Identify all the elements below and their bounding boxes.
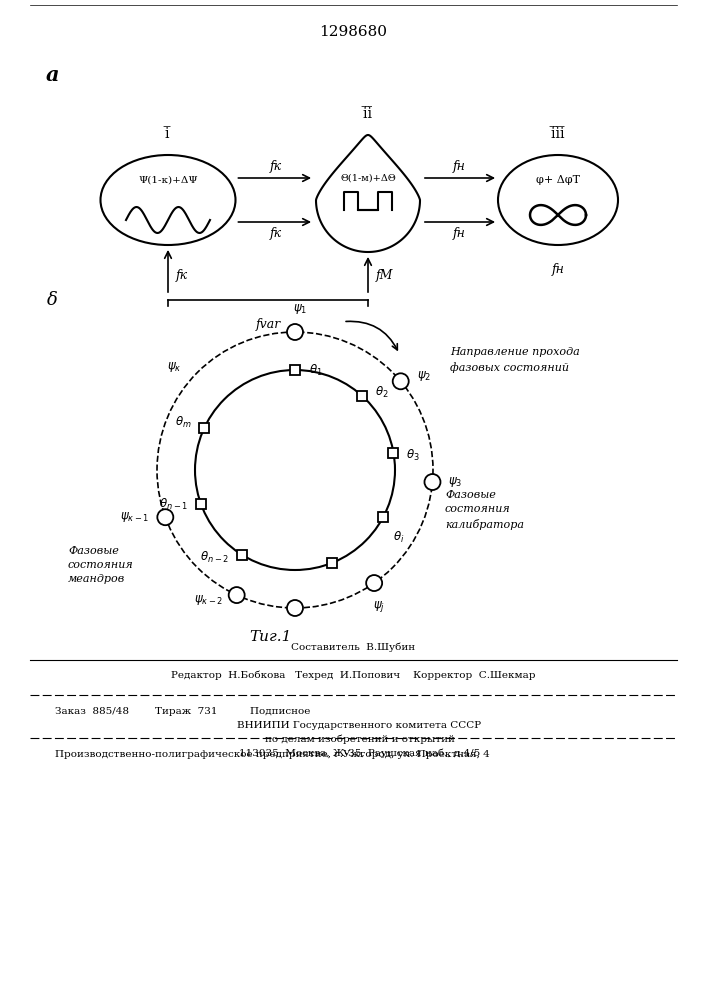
FancyBboxPatch shape [237,550,247,560]
Text: 113035, Москва, Ж-35, Раушская наб., д.4/5: 113035, Москва, Ж-35, Раушская наб., д.4… [226,749,480,758]
Text: fvar: fvar [255,318,281,331]
Text: $\psi_j$: $\psi_j$ [373,599,385,614]
Text: Фазовые
состояния
калибратора: Фазовые состояния калибратора [445,490,524,530]
Text: 1298680: 1298680 [319,25,387,39]
Text: φ+ ΔφΤ: φ+ ΔφΤ [536,175,580,185]
FancyBboxPatch shape [378,512,388,522]
Text: a: a [45,65,59,85]
Text: Τиг.1: Τиг.1 [249,630,291,644]
FancyBboxPatch shape [357,391,367,401]
Text: fк: fк [269,160,282,173]
Circle shape [158,509,173,525]
Circle shape [228,587,245,603]
FancyBboxPatch shape [327,558,337,568]
Text: $\theta_1$: $\theta_1$ [309,362,322,378]
Text: Фазовые
состояния
меандров: Фазовые состояния меандров [68,546,134,584]
Text: fн: fн [551,263,564,276]
Text: Θ(1-м)+ΔΘ: Θ(1-м)+ΔΘ [340,174,396,182]
Text: fк: fк [269,227,282,240]
Circle shape [392,373,409,389]
Text: Направление прохода
фазовых состояний: Направление прохода фазовых состояний [450,347,580,373]
Text: Составитель  В.Шубин: Составитель В.Шубин [291,643,415,652]
Circle shape [366,575,382,591]
Text: i̅i̅i̅: i̅i̅i̅ [551,127,565,141]
Text: Ψ(1-к)+ΔΨ: Ψ(1-к)+ΔΨ [138,176,198,184]
Text: fн: fн [452,160,465,173]
Text: ВНИИПИ Государственного комитета СССР: ВНИИПИ Государственного комитета СССР [224,721,481,730]
Text: δ: δ [47,291,57,309]
Text: $\psi_{\kappa-2}$: $\psi_{\kappa-2}$ [194,593,223,607]
Text: Производственно-полиграфическое предприятие, г.Ужгород, ул. Проектная, 4: Производственно-полиграфическое предприя… [55,750,490,759]
Text: $\theta_3$: $\theta_3$ [407,448,420,463]
Circle shape [287,600,303,616]
FancyBboxPatch shape [388,448,399,458]
Text: fн: fн [452,227,465,240]
Circle shape [424,474,440,490]
Text: i̅: i̅ [165,127,170,141]
FancyBboxPatch shape [199,423,209,433]
Text: $\psi_\kappa$: $\psi_\kappa$ [167,360,182,374]
Text: fк: fк [176,268,188,282]
Text: $\psi_3$: $\psi_3$ [448,475,463,489]
Text: $\theta_{n-2}$: $\theta_{n-2}$ [200,550,229,565]
Text: Редактор  Н.Бобкова   Техред  И.Попович    Корректор  С.Шекмар: Редактор Н.Бобкова Техред И.Попович Корр… [171,670,535,680]
Text: по делам изобретений и открытий: по делам изобретений и открытий [252,735,455,744]
Text: fМ: fМ [376,268,393,282]
Text: $\psi_2$: $\psi_2$ [416,369,431,383]
Text: $\theta_2$: $\theta_2$ [375,385,389,400]
Text: $\psi_1$: $\psi_1$ [293,302,307,316]
Text: $\theta_m$: $\theta_m$ [175,415,192,430]
Text: $\theta_{n-1}$: $\theta_{n-1}$ [159,497,188,512]
Text: Заказ  885/48        Тираж  731          Подписное: Заказ 885/48 Тираж 731 Подписное [55,707,310,716]
FancyBboxPatch shape [290,365,300,375]
Circle shape [287,324,303,340]
FancyBboxPatch shape [196,499,206,509]
Text: $\psi_{\kappa-1}$: $\psi_{\kappa-1}$ [120,510,149,524]
Text: i̅i̅: i̅i̅ [363,107,373,121]
Text: $\theta_i$: $\theta_i$ [393,530,404,545]
